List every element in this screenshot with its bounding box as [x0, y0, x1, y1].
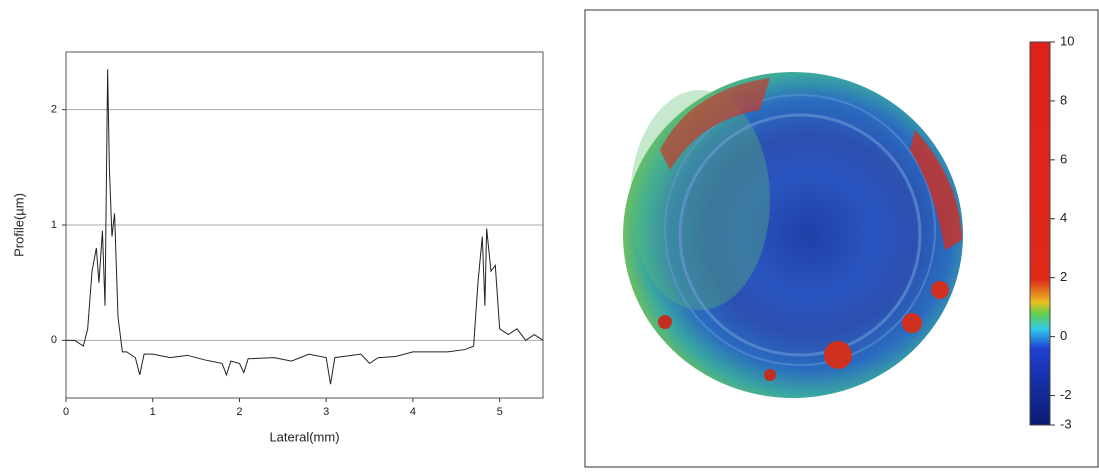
panel-frame	[584, 9, 1099, 468]
y-tick-label: 2	[51, 104, 57, 116]
colorbar-tick-label: 0	[1060, 328, 1067, 343]
colorbar	[1029, 41, 1051, 426]
colorbar-tick-label: 6	[1060, 151, 1067, 166]
y-tick-label: 1	[51, 219, 57, 231]
colorbar-tick-label: 10	[1060, 33, 1074, 48]
x-tick-label: 3	[323, 406, 329, 418]
plot-frame	[65, 51, 544, 399]
y-axis-label: Profile(µm)	[11, 193, 26, 257]
colorbar-tick-label: 8	[1060, 92, 1067, 107]
colorbar-tick-label: -3	[1060, 416, 1072, 431]
x-axis-label: Lateral(mm)	[269, 429, 339, 444]
colorbar-tick-label: 2	[1060, 269, 1067, 284]
heatmap-image	[623, 72, 963, 398]
x-tick-label: 2	[236, 406, 242, 418]
profile-line	[66, 69, 544, 385]
x-tick-label: 5	[497, 406, 503, 418]
y-tick-label: 0	[51, 334, 57, 346]
x-tick-label: 0	[63, 406, 69, 418]
colorbar-tick-label: -2	[1060, 387, 1072, 402]
x-tick-label: 1	[150, 406, 156, 418]
x-tick-label: 4	[410, 406, 416, 418]
colorbar-tick-label: 4	[1060, 210, 1067, 225]
